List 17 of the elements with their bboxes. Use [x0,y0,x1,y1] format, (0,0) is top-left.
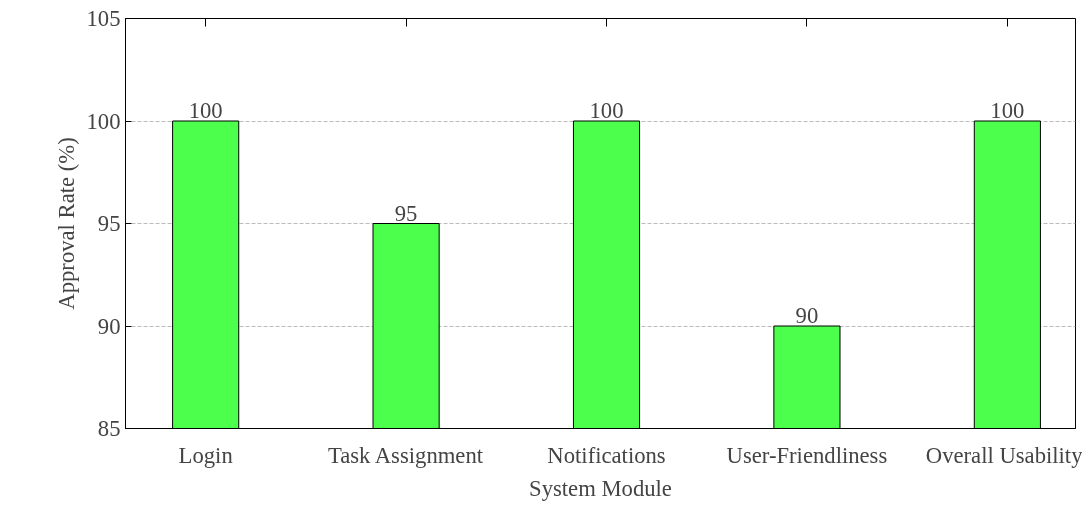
x-tick-label: Notifications [547,442,666,468]
x-tick-label: User-Friendliness [726,442,888,468]
data-label: 100 [188,98,223,123]
y-tick-label: 90 [97,313,121,339]
x-tick-label: Task Assignment [327,442,484,468]
y-axis-title: Approval Rate (%) [53,137,79,310]
x-tick-label: Overall Usability [925,442,1082,468]
x-tick-label: Login [178,442,233,468]
data-label: 100 [990,98,1025,123]
y-tick-label: 105 [86,6,121,31]
y-tick-label: 85 [97,416,121,441]
y-tick-label: 95 [97,211,121,236]
data-label: 95 [394,200,418,226]
data-label: 90 [795,303,819,328]
y-tick-label: 100 [86,108,121,134]
data-label: 100 [589,98,624,123]
x-axis-title: System Module [529,475,672,501]
